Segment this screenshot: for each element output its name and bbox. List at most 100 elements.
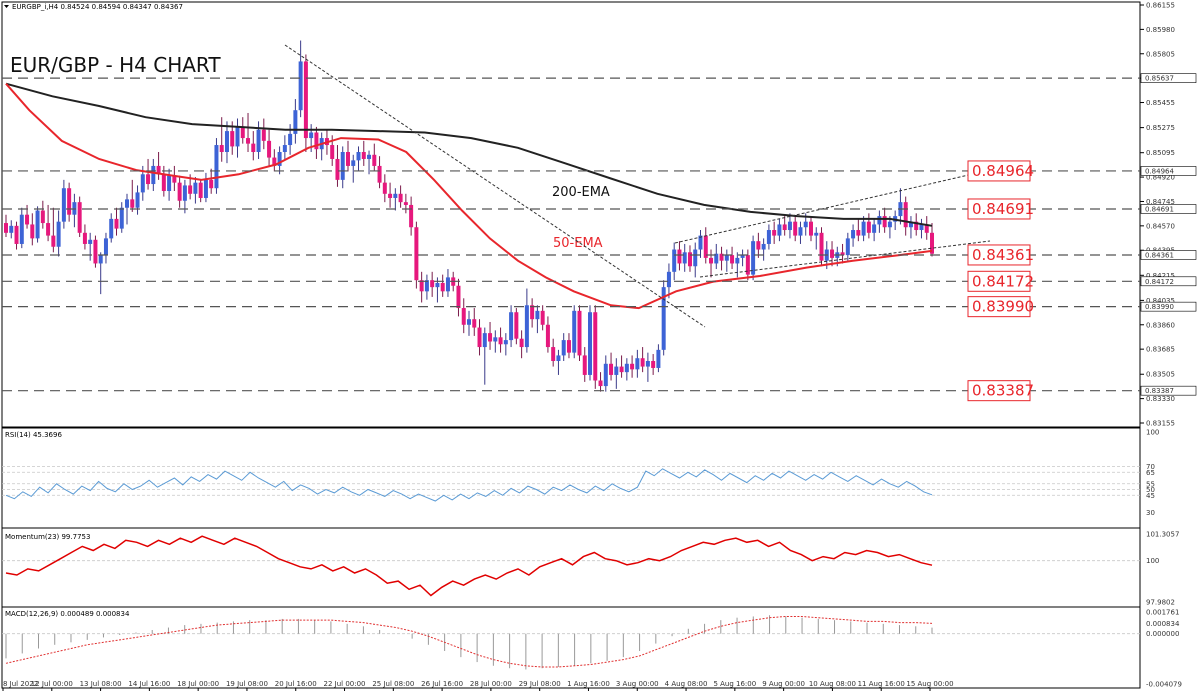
candle-body: [372, 154, 377, 166]
candle-body: [293, 110, 298, 134]
y-tick-label: 0.85805: [1146, 50, 1175, 58]
candle-body: [30, 224, 35, 239]
candle-body: [272, 157, 277, 166]
candle-body: [177, 182, 182, 201]
candle-body: [146, 174, 151, 185]
candle-body: [514, 312, 519, 339]
candle-body: [761, 243, 766, 250]
candle-body: [256, 129, 261, 152]
candle-body: [914, 221, 919, 231]
candle-body: [798, 227, 803, 236]
candle-body: [535, 310, 540, 320]
axis-price-tag-label: 0.84361: [1145, 251, 1174, 259]
candle-body: [140, 174, 145, 193]
candle-body: [209, 179, 214, 189]
candle-body: [403, 202, 408, 205]
candle-body: [861, 221, 866, 236]
candle-body: [125, 199, 130, 208]
candle-body: [461, 308, 466, 325]
macd-y-tick: 0.000834: [1146, 620, 1180, 628]
axis-price-tag: [1140, 250, 1197, 260]
candle-body: [656, 349, 661, 368]
y-tick-label: 0.85095: [1146, 149, 1175, 157]
candle-body: [856, 230, 861, 236]
candle-body: [109, 218, 114, 239]
candle-body: [719, 253, 724, 261]
candle-body: [224, 131, 229, 152]
rsi-y-tick: 50: [1146, 486, 1155, 494]
candle-body: [382, 182, 387, 194]
candle-body: [419, 280, 424, 292]
candle-body: [467, 319, 471, 325]
candle-body: [509, 312, 514, 341]
candle-body: [309, 132, 314, 139]
candle-body: [277, 151, 282, 166]
x-tick-label: 25 Jul 08:00: [372, 680, 414, 688]
candle-body: [440, 282, 445, 292]
candle-body: [730, 255, 735, 264]
candle-body: [367, 154, 372, 159]
candle-body: [519, 338, 524, 348]
x-tick-label: 22 Jul 00:00: [324, 680, 366, 688]
y-tick-label: 0.85275: [1146, 124, 1175, 132]
axis-price-tag: [1140, 301, 1197, 312]
candle-body: [919, 224, 924, 231]
candle-body: [598, 380, 603, 387]
candle-body: [572, 310, 577, 353]
momentum-header: Momentum(23) 99.7753: [5, 533, 90, 541]
axis-price-tag-label: 0.84172: [1145, 278, 1174, 286]
candle-body: [577, 310, 582, 356]
rsi-y-tick: 55: [1146, 480, 1155, 488]
candle-body: [709, 257, 714, 264]
candle-body: [808, 221, 813, 236]
candle-body: [582, 355, 587, 375]
trendline: [699, 240, 991, 278]
x-tick-label: 11 Aug 16:00: [858, 680, 905, 688]
candle-body: [335, 158, 340, 180]
rsi-y-tick: 45: [1146, 492, 1155, 500]
level-annotation-box: [967, 296, 1031, 318]
y-tick-label: 0.83685: [1146, 346, 1175, 354]
candle-body: [661, 287, 666, 350]
candle-body: [482, 333, 487, 348]
x-tick-label: 1 Aug 16:00: [567, 680, 610, 688]
rsi-header: RSI(14) 45.3696: [5, 431, 62, 439]
candle-body: [498, 337, 503, 345]
candle-body: [14, 225, 19, 244]
candle-body: [398, 193, 403, 203]
candle-body: [330, 145, 335, 159]
candle-body: [203, 179, 208, 198]
candle-body: [114, 218, 119, 229]
candle-body: [840, 252, 845, 256]
y-tick-label: 0.84215: [1146, 272, 1175, 280]
candle-body: [198, 182, 203, 198]
candle-body: [666, 271, 671, 288]
candle-body: [393, 193, 398, 198]
candle-body: [493, 337, 498, 342]
candle-body: [88, 239, 93, 244]
level-annotation-box: [967, 160, 1031, 182]
candle-body: [377, 165, 382, 183]
candle-body: [51, 235, 56, 247]
candle-body: [640, 358, 645, 367]
y-tick-label: 0.84745: [1146, 198, 1175, 206]
trendline: [284, 44, 706, 328]
x-tick-label: 5 Aug 16:00: [713, 680, 756, 688]
axis-price-tag: [1140, 276, 1197, 287]
candle-body: [261, 129, 266, 141]
candle-body: [908, 221, 913, 228]
x-tick-label: 20 Jul 16:00: [275, 680, 317, 688]
ema50-line: [5, 83, 933, 310]
candle-body: [766, 230, 771, 244]
macd-header: MACD(12,26,9) 0.000489 0.000834: [5, 610, 130, 618]
y-tick-label: 0.83155: [1146, 420, 1175, 428]
axis-price-tag-label: 0.83387: [1145, 387, 1174, 395]
candle-body: [903, 202, 908, 228]
level-annotation-box: [967, 380, 1031, 402]
candle-body: [156, 165, 161, 175]
candle-body: [93, 239, 98, 264]
candle-body: [298, 61, 303, 111]
x-tick-label: 26 Jul 16:00: [421, 680, 463, 688]
axis-price-tag-label: 0.85637: [1145, 75, 1174, 83]
candle-body: [793, 221, 798, 236]
